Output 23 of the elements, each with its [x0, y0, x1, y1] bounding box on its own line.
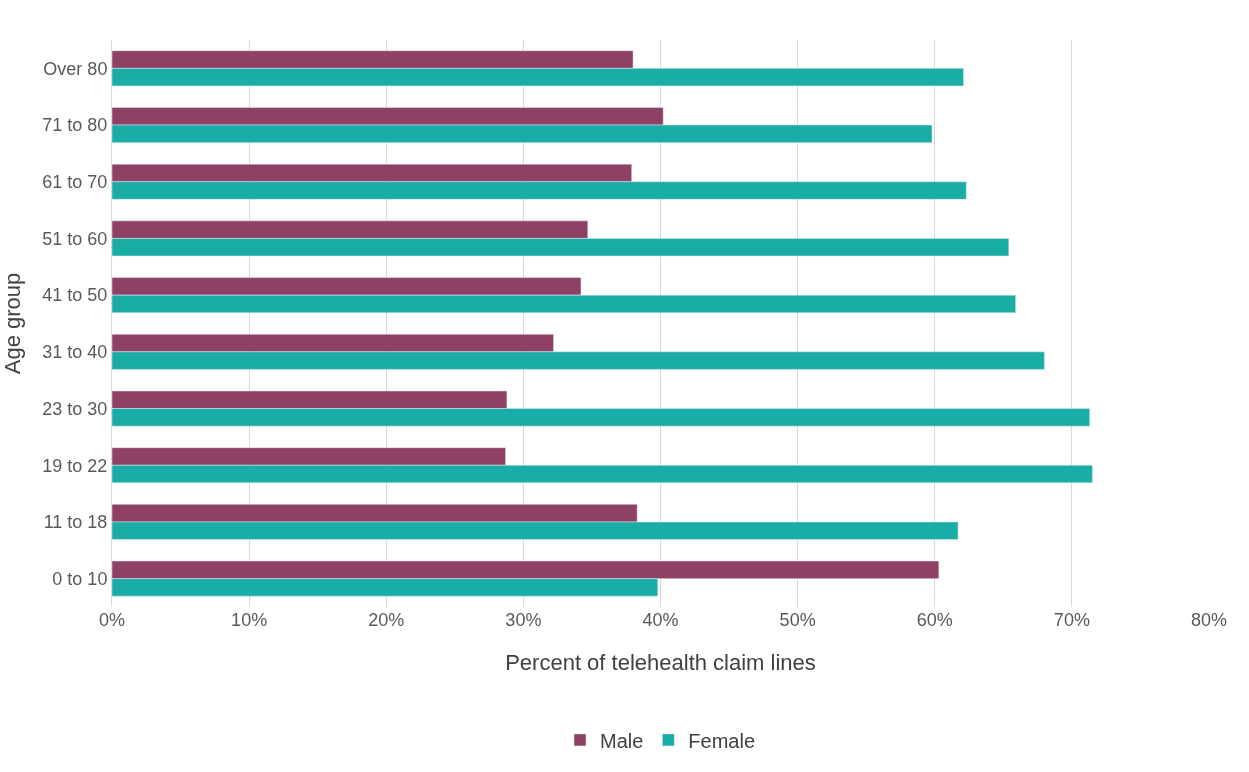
x-tick-label: 0%	[98, 610, 126, 630]
x-tick-label: 20%	[368, 610, 405, 630]
legend-label: Male	[600, 729, 644, 752]
y-tick-label: 71 to 80	[42, 115, 108, 136]
x-tick-label: 10%	[231, 610, 268, 630]
y-tick-label: 19 to 22	[42, 455, 108, 476]
x-tick-label: 30%	[505, 610, 542, 630]
y-tick-label: 61 to 70	[42, 172, 108, 193]
x-tick-label: 80%	[1190, 610, 1228, 630]
y-tick-label: 23 to 30	[42, 398, 108, 419]
x-tick-label: 40%	[642, 610, 679, 630]
x-tick-label: 50%	[779, 610, 816, 630]
y-tick-label: 0 to 10	[52, 568, 108, 589]
legend-label: Female	[688, 729, 756, 752]
y-tick-label: 31 to 40	[42, 342, 108, 363]
y-tick-label: Over 80	[43, 58, 108, 79]
y-tick-label: 41 to 50	[42, 285, 108, 306]
y-axis-title: Age group	[0, 272, 26, 375]
y-tick-label: 51 to 60	[42, 228, 108, 249]
x-tick-label: 70%	[1053, 610, 1090, 630]
x-axis-title: Percent of telehealth claim lines	[505, 649, 816, 675]
y-tick-label: 11 to 18	[43, 512, 108, 533]
x-tick-label: 60%	[916, 610, 953, 630]
